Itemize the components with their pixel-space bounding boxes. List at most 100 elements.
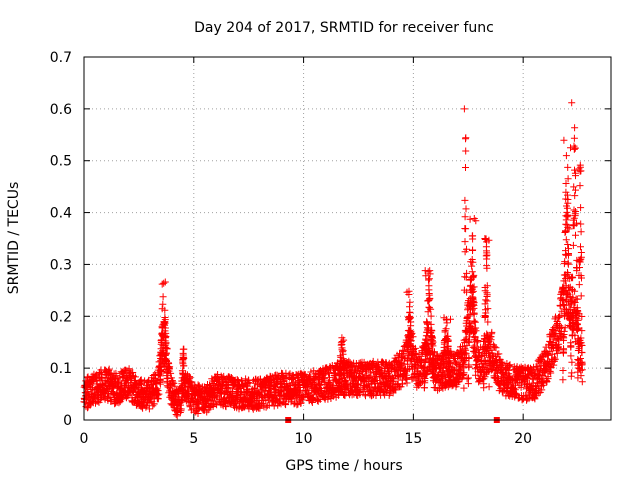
data-point [551,355,559,363]
data-point [578,359,586,367]
data-point [340,369,348,377]
data-point [574,347,582,354]
data-point [571,124,579,132]
data-point [163,377,171,385]
data-point [424,332,432,340]
data-point [407,322,415,330]
data-point [472,327,480,335]
data-point [167,369,175,377]
y-tick-label: 0 [63,413,72,429]
data-point [461,196,469,204]
data-point [510,384,518,392]
data-point [566,305,574,313]
data-point [462,164,469,171]
data-point [575,281,583,289]
data-point [293,401,301,409]
data-point [562,247,569,255]
data-point [440,314,448,322]
data-point [163,358,171,365]
data-point [85,383,93,391]
data-point [142,403,150,411]
data-point [562,152,570,160]
data-point [480,384,488,392]
data-point [145,405,153,413]
data-point [406,303,413,311]
data-point [445,366,453,373]
plot-frame [83,56,612,421]
data-point [139,404,147,412]
data-point [544,351,552,359]
data-point [562,220,570,228]
data-point [99,380,107,388]
data-point [321,370,329,378]
data-point [406,314,414,322]
data-point [568,358,576,366]
data-point [574,335,582,343]
data-point [578,313,586,320]
data-point [465,355,473,362]
data-point [444,332,452,340]
data-point [462,205,470,213]
data-point [560,136,568,144]
data-point [466,215,474,223]
data-point [161,341,169,349]
data-point [338,334,346,342]
y-tick-label: 0.3 [50,257,72,273]
data-point [571,144,579,152]
data-point [480,375,488,383]
data-point [484,334,492,342]
y-tick-label: 0.1 [50,361,72,377]
data-point [562,228,570,235]
data-point [335,383,343,391]
data-point [160,279,168,287]
data-point [463,375,471,383]
data-point [161,314,169,321]
y-tick-label: 0.2 [50,309,72,325]
x-axis-label: GPS time / hours [285,458,402,474]
data-point [318,387,325,394]
data-point [488,328,496,336]
data-point [577,292,585,300]
data-point [487,336,495,344]
data-point [408,375,416,383]
data-point [157,357,165,365]
data-point [468,289,476,296]
data-point [461,213,469,221]
data-point [341,382,349,390]
data-point [481,346,489,353]
data-point [430,365,437,373]
data-point [577,204,585,212]
data-point [460,286,468,294]
data-point [559,376,567,384]
data-point [406,312,414,320]
data-point [564,270,572,278]
data-point [282,401,290,409]
data-point [576,258,584,266]
data-point [320,374,328,382]
data-point [178,380,186,388]
data-point [468,268,476,276]
data-point [407,343,415,351]
data-point [544,357,552,365]
data-point [157,337,165,345]
data-point [267,389,275,397]
data-point [177,405,185,413]
data-point [420,384,428,392]
data-point [485,383,493,391]
data-point [460,105,468,113]
data-point [441,327,449,335]
data-point [484,318,492,326]
data-point [424,297,432,305]
data-point [461,225,469,232]
data-point [568,323,576,331]
data-point [556,302,564,310]
data-point [162,333,170,341]
data-point [301,371,309,379]
y-tick-label: 0.6 [50,102,72,118]
data-point [336,371,344,378]
data-point [337,341,345,349]
data-point [369,357,377,365]
data-point [422,339,430,347]
data-point [179,360,187,368]
data-point [551,354,558,362]
